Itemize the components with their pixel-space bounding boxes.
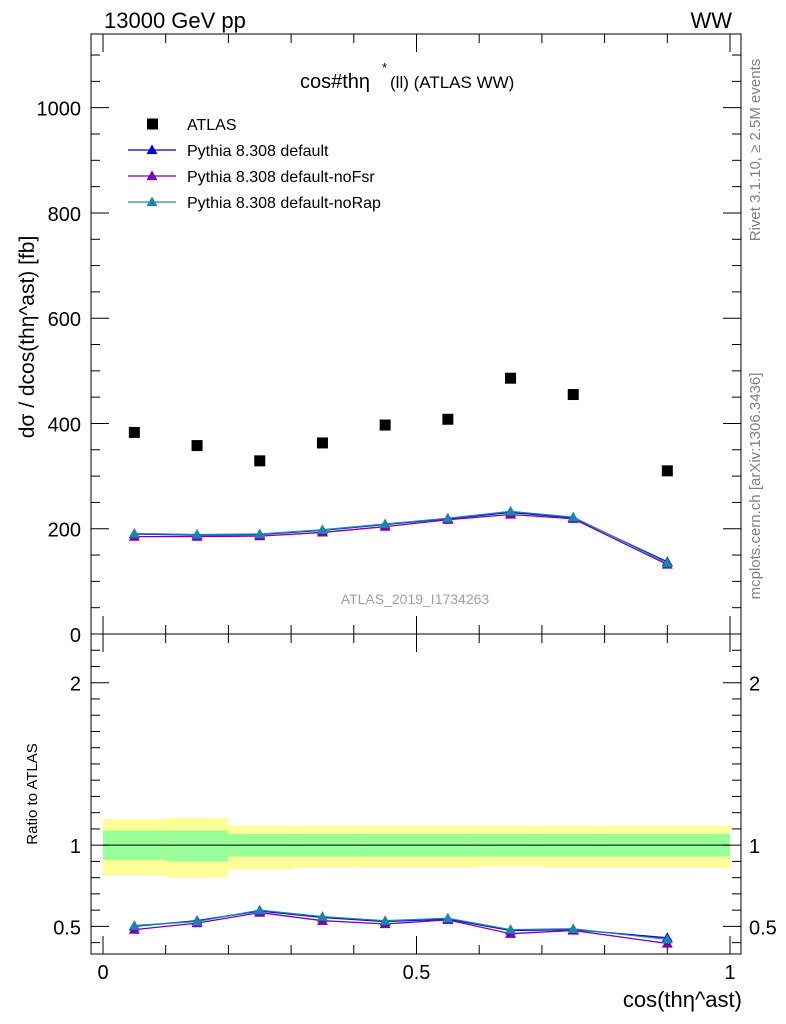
x-tick-label: 0 <box>97 962 108 984</box>
ratio-series-line <box>134 911 668 945</box>
ratio-series-line <box>134 909 668 941</box>
mc-series-point <box>505 505 517 516</box>
ratio-y-tick-label-right: 2 <box>749 674 760 696</box>
legend-label: Pythia 8.308 default-noRap <box>187 195 381 212</box>
ratio-panel: 0.5 0.5 1 1 2 2 0 0.5 1 <box>53 633 777 984</box>
mc-series-point <box>442 512 454 523</box>
rivet-label: Rivet 3.1.10, ≥ 2.5M events <box>747 59 764 242</box>
y-tick-label: 400 <box>48 414 81 436</box>
header-right: WW <box>690 8 732 33</box>
atlas-data-point <box>661 465 673 477</box>
title-superscript: * <box>382 60 387 75</box>
main-panel: 0 200 400 600 800 1000 <box>37 33 742 647</box>
mc-series-point <box>191 529 203 539</box>
ratio-y-axis-label: Ratio to ATLAS <box>24 743 41 844</box>
legend-marker <box>146 196 158 207</box>
mc-series-point <box>379 518 391 529</box>
ratio-y-tick-label-right: 1 <box>749 836 760 858</box>
mc-series-point <box>128 527 140 538</box>
chart-title: cos#thη * (ll) (ATLAS WW) <box>300 60 514 93</box>
ratio-series-point <box>254 904 266 915</box>
ratio-series-point <box>661 933 673 944</box>
ratio-y-tick-label: 2 <box>70 674 81 696</box>
atlas-data-point <box>316 437 328 449</box>
ratio-y-tick-label-right: 0.5 <box>749 917 777 939</box>
analysis-watermark: ATLAS_2019_I1734263 <box>341 591 490 607</box>
mc-series-line <box>134 510 668 564</box>
ratio-series-point <box>191 916 203 926</box>
ratio-frame <box>90 633 742 955</box>
ratio-series-point <box>567 923 579 933</box>
x-axis-label: cos(thη^ast) <box>623 987 742 1012</box>
mc-series-line <box>134 511 668 563</box>
atlas-data-point <box>128 426 140 438</box>
legend-marker <box>146 144 158 155</box>
ratio-series-point <box>379 915 391 925</box>
atlas-data-point <box>505 372 517 384</box>
mc-series-point <box>661 557 673 568</box>
atlas-data-point <box>567 389 579 401</box>
y-tick-label: 0 <box>70 625 81 647</box>
atlas-data-point <box>254 455 266 467</box>
legend-label: Pythia 8.308 default <box>187 143 329 160</box>
ratio-y-tick-label: 1 <box>70 836 81 858</box>
legend-marker-atlas <box>147 118 158 130</box>
ratio-y-tick-label: 0.5 <box>53 917 81 939</box>
title-rest: (ll) (ATLAS WW) <box>390 73 514 92</box>
y-tick-label: 1000 <box>37 99 82 121</box>
atlas-data-point <box>442 413 454 425</box>
mcplots-label: mcplots.cern.ch [arXiv:1306.3436] <box>747 373 764 600</box>
atlas-data-point <box>379 419 391 431</box>
uncertainty-band-inner <box>165 830 229 862</box>
legend: ATLAS Pythia 8.308 default Pythia 8.308 de… <box>128 117 381 212</box>
mc-series-point <box>316 524 328 534</box>
legend-label: ATLAS <box>187 117 237 134</box>
y-tick-label: 800 <box>48 204 81 226</box>
ratio-series-point <box>316 911 328 921</box>
atlas-data-point <box>191 440 203 452</box>
header-left: 13000 GeV pp <box>104 8 246 33</box>
mc-series-point <box>254 528 266 539</box>
ratio-series-point <box>128 920 140 930</box>
x-tick-label: 1 <box>724 962 735 984</box>
title-main: cos#thη <box>300 71 370 93</box>
legend-marker <box>146 170 158 181</box>
ratio-series-point <box>442 912 454 923</box>
y-axis-label: dσ / dcos(thη^ast) [fb] <box>16 236 39 439</box>
ratio-series-line <box>134 910 668 939</box>
ratio-series-point <box>505 924 517 934</box>
y-tick-label: 200 <box>48 520 81 542</box>
y-tick-label: 600 <box>48 309 81 331</box>
x-tick-label: 0.5 <box>403 962 431 984</box>
mc-series-point <box>567 511 579 522</box>
legend-label: Pythia 8.308 default-noFsr <box>187 169 375 186</box>
